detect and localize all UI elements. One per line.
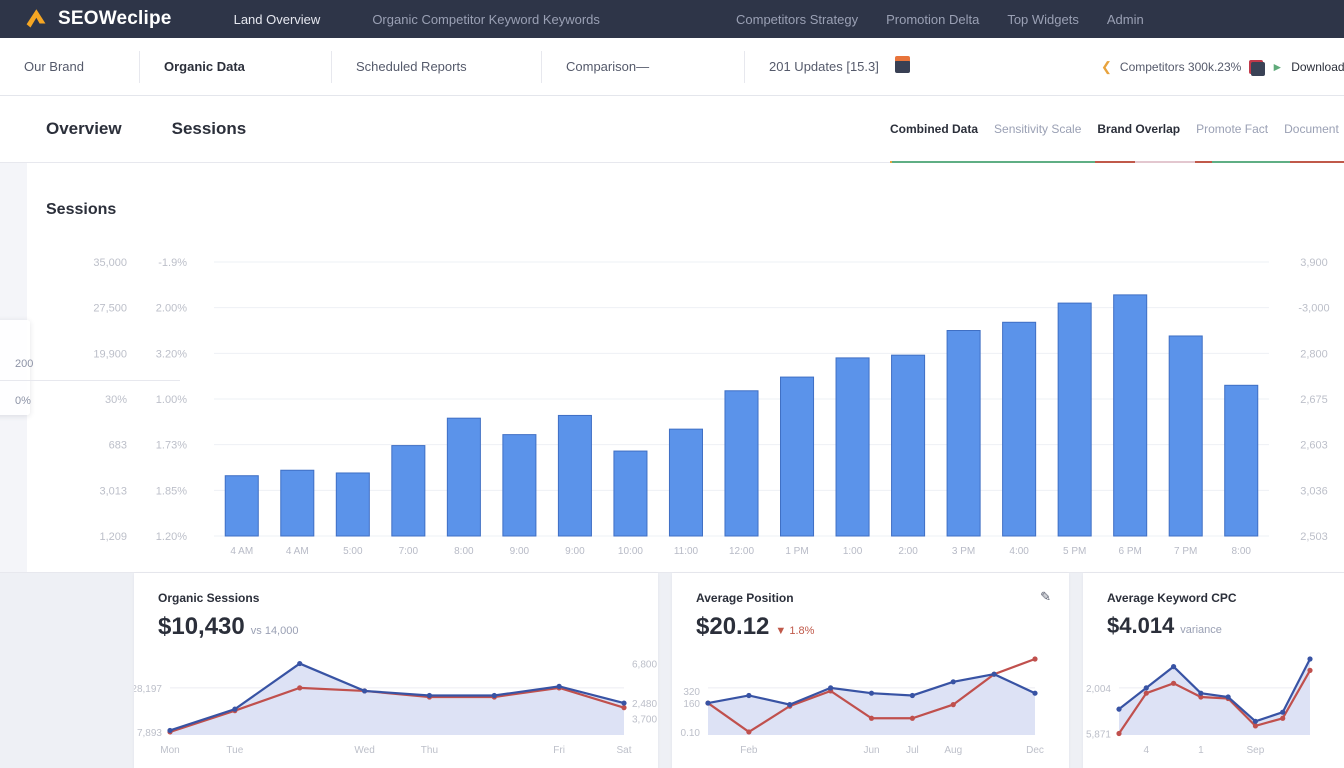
svg-text:6,800: 6,800 bbox=[632, 660, 657, 671]
svg-text:5:00: 5:00 bbox=[343, 546, 363, 557]
svg-text:Jun: Jun bbox=[863, 745, 879, 756]
svg-text:4:00: 4:00 bbox=[1009, 546, 1029, 557]
svg-text:4: 4 bbox=[1144, 745, 1150, 756]
svg-text:2,800: 2,800 bbox=[1300, 348, 1328, 360]
svg-text:7:00: 7:00 bbox=[399, 546, 419, 557]
svg-text:1.00%: 1.00% bbox=[156, 394, 187, 406]
svg-text:8:00: 8:00 bbox=[454, 546, 474, 557]
svg-text:1.73%: 1.73% bbox=[156, 440, 187, 452]
svg-text:28,197: 28,197 bbox=[134, 684, 162, 695]
svg-text:3,036: 3,036 bbox=[1300, 485, 1328, 497]
svg-text:6 PM: 6 PM bbox=[1119, 546, 1142, 557]
svg-text:Aug: Aug bbox=[944, 745, 962, 756]
svg-text:8:00: 8:00 bbox=[1232, 546, 1252, 557]
svg-text:0.10: 0.10 bbox=[681, 728, 701, 739]
svg-text:1: 1 bbox=[1198, 745, 1204, 756]
svg-text:30%: 30% bbox=[105, 394, 127, 406]
svg-text:3.20%: 3.20% bbox=[156, 348, 187, 360]
svg-text:2.00%: 2.00% bbox=[156, 303, 187, 315]
svg-text:7 PM: 7 PM bbox=[1174, 546, 1197, 557]
svg-text:Fri: Fri bbox=[553, 745, 565, 756]
svg-text:2:00: 2:00 bbox=[898, 546, 918, 557]
svg-text:5,871: 5,871 bbox=[1086, 729, 1111, 740]
svg-text:Dec: Dec bbox=[1026, 745, 1044, 756]
svg-text:683: 683 bbox=[109, 440, 127, 452]
svg-text:1 PM: 1 PM bbox=[785, 546, 808, 557]
svg-text:2,480: 2,480 bbox=[632, 699, 657, 710]
svg-text:160: 160 bbox=[683, 699, 700, 710]
svg-text:27,500: 27,500 bbox=[93, 303, 127, 315]
svg-text:35,000: 35,000 bbox=[93, 257, 127, 269]
svg-text:2,004: 2,004 bbox=[1086, 684, 1111, 695]
svg-text:3 PM: 3 PM bbox=[952, 546, 975, 557]
svg-text:Sat: Sat bbox=[616, 745, 631, 756]
svg-text:4 AM: 4 AM bbox=[286, 546, 309, 557]
svg-text:2,503: 2,503 bbox=[1300, 531, 1328, 543]
svg-text:Tue: Tue bbox=[226, 745, 243, 756]
svg-text:320: 320 bbox=[683, 687, 700, 698]
svg-text:7,893: 7,893 bbox=[137, 728, 162, 739]
svg-text:1.85%: 1.85% bbox=[156, 485, 187, 497]
svg-text:Wed: Wed bbox=[354, 745, 374, 756]
svg-text:-3,000: -3,000 bbox=[1298, 303, 1329, 315]
svg-text:19,900: 19,900 bbox=[93, 348, 127, 360]
svg-text:Feb: Feb bbox=[740, 745, 758, 756]
svg-text:Mon: Mon bbox=[160, 745, 179, 756]
svg-text:Jul: Jul bbox=[906, 745, 919, 756]
svg-text:1.20%: 1.20% bbox=[156, 531, 187, 543]
svg-text:5 PM: 5 PM bbox=[1063, 546, 1086, 557]
svg-text:-1.9%: -1.9% bbox=[158, 257, 187, 269]
svg-text:10:00: 10:00 bbox=[618, 546, 643, 557]
svg-text:4 AM: 4 AM bbox=[230, 546, 253, 557]
svg-text:1:00: 1:00 bbox=[843, 546, 863, 557]
svg-text:11:00: 11:00 bbox=[674, 546, 699, 557]
svg-text:2,603: 2,603 bbox=[1300, 440, 1328, 452]
svg-text:Sep: Sep bbox=[1247, 745, 1265, 756]
svg-text:9:00: 9:00 bbox=[565, 546, 585, 557]
svg-text:3,700: 3,700 bbox=[632, 714, 657, 725]
svg-text:9:00: 9:00 bbox=[510, 546, 530, 557]
svg-text:2,675: 2,675 bbox=[1300, 394, 1328, 406]
svg-text:3,900: 3,900 bbox=[1300, 257, 1328, 269]
svg-text:3,013: 3,013 bbox=[99, 485, 127, 497]
svg-text:12:00: 12:00 bbox=[729, 546, 754, 557]
svg-text:1,209: 1,209 bbox=[99, 531, 127, 543]
svg-text:Thu: Thu bbox=[421, 745, 438, 756]
